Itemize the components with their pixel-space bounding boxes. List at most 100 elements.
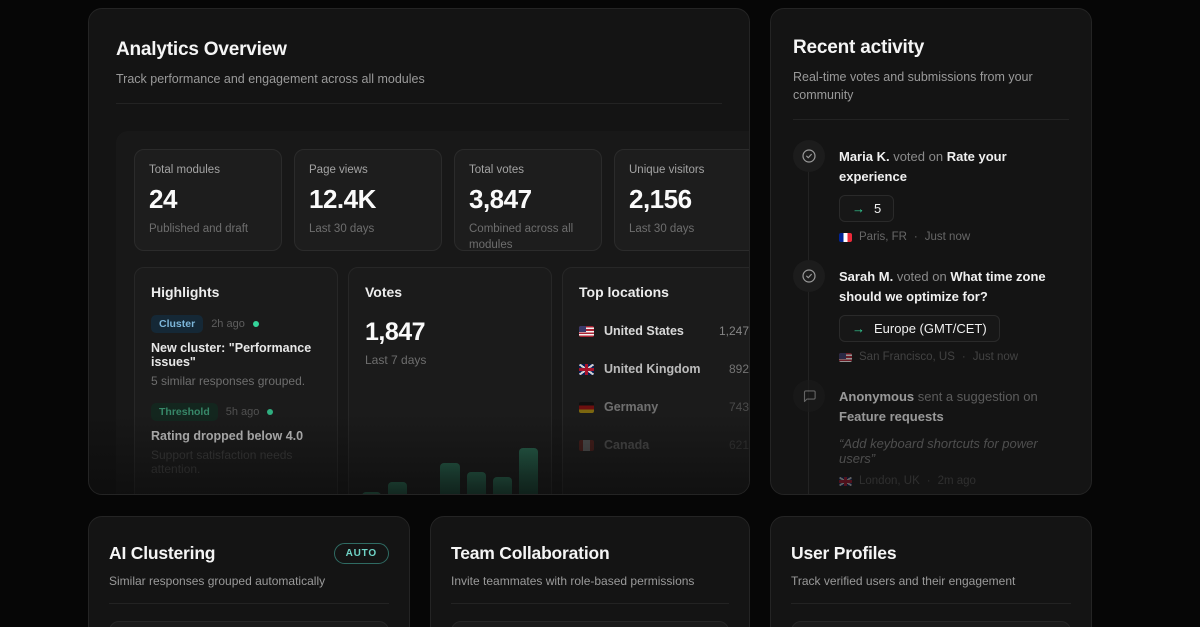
de-flag-icon [579,401,594,413]
check-circle-icon [793,260,825,293]
activity-item: Maria K. voted on Rate your experience →… [793,140,1069,243]
team-member-row[interactable]: sarah@company.com [452,622,728,627]
location-row: Canada 621 [579,438,749,452]
highlight-item: Cluster 2h ago New cluster: "Performance… [151,315,321,388]
activity-item: Anonymous sent a suggestion on Feature r… [793,380,1069,487]
vote-value: Europe (GMT/CET) [874,321,987,337]
activity-location: San Francisco, US [859,351,955,364]
stat-value: 12.4K [309,184,376,215]
location-name: United States [604,324,684,339]
vote-bar [492,476,512,494]
location-row: Germany 743 [579,400,749,414]
top-locations-card: Top locations United States 1,247 United… [562,267,749,494]
team-member-list: sarah@company.com [451,621,729,627]
meta-separator: · [913,231,918,244]
highlights-card: Highlights Cluster 2h ago New cluster: "… [134,267,338,494]
activity-meta: Paris, FR · Just now [839,231,1069,243]
stat-label: Total modules [149,164,220,177]
activity-target[interactable]: Rate your experience [839,149,1007,184]
votes-title: Votes [365,284,403,301]
activity-time: 2m ago [937,475,976,488]
vote-bar [362,492,382,494]
stat-caption: Combined across all modules [469,223,574,251]
highlight-title: New cluster: "Performance issues" [151,341,312,370]
activity-action: voted on [896,269,947,285]
divider [109,603,389,604]
us-flag-icon [579,325,594,337]
check-circle-icon [793,140,825,173]
stat-label: Page views [309,164,368,177]
activity-title: Recent activity [793,37,925,58]
vote-bar [388,482,408,494]
divider [791,603,1071,604]
ai-clustering-card: AI Clustering AUTO Similar responses gro… [88,516,410,627]
recent-activity-card: Recent activity Real-time votes and subm… [770,8,1092,495]
activity-actor: Maria K. [839,149,890,165]
activity-location: Paris, FR [859,231,907,244]
ca-flag-icon [579,439,594,451]
stat-caption: Last 30 days [629,223,695,236]
stat-card-total-votes: Total votes 3,847 Combined across all mo… [454,149,602,252]
divider [793,119,1069,121]
activity-actor: Sarah M. [839,269,894,285]
meta-separator: · [926,475,931,488]
location-value: 743 [728,400,749,415]
vote-bar [518,448,538,494]
threshold-badge: Threshold [151,403,218,422]
profiles-title: User Profiles [791,543,897,563]
stat-label: Total votes [469,164,524,177]
activity-feed: Maria K. voted on Rate your experience →… [793,140,1069,494]
vote-value: 5 [874,201,882,217]
location-name: Germany [604,400,659,415]
activity-actor: Anonymous [839,389,915,405]
vote-bar [440,462,460,494]
vote-value-box: → 5 [839,195,895,223]
cluster-badge: Cluster [151,315,204,334]
divider [451,603,729,604]
location-name: Canada [604,438,650,453]
stat-card-unique-visitors: Unique visitors 2,156 Last 30 days [614,149,749,252]
milestone-badge: Milestone [151,491,216,494]
us-flag-icon [839,352,852,362]
stat-label: Unique visitors [629,164,705,177]
activity-meta: San Francisco, US · Just now [839,351,1069,363]
highlight-time: 5h ago [225,406,260,419]
highlights-title: Highlights [151,284,220,301]
stat-card-page-views: Page views 12.4K Last 30 days [294,149,442,252]
chat-bubble-icon [793,380,825,413]
activity-meta: London, UK · 2m ago [839,475,1069,487]
analytics-panel: Total modules 24 Published and draft Pag… [116,131,749,494]
highlight-time: 2h ago [211,318,245,331]
location-row: United States 1,247 [579,324,749,338]
suggestion-quote: “Add keyboard shortcuts for power users” [839,436,1038,467]
activity-target[interactable]: What time zone should we optimize for? [839,269,1046,304]
votes-card: Votes 1,847 Last 7 days [348,267,552,494]
arrow-right-icon: → [852,201,865,217]
ai-clustering-inner-panel [109,621,389,627]
highlight-desc: 5 similar responses grouped. [151,374,306,389]
analytics-row2: Highlights Cluster 2h ago New cluster: "… [134,267,749,494]
activity-target[interactable]: Feature requests [839,408,944,424]
location-value: 892 [728,362,749,377]
analytics-overview-card: Analytics Overview Track performance and… [88,8,750,495]
vote-value-box: → Europe (GMT/CET) [839,315,1000,343]
stat-caption: Last 30 days [309,223,375,236]
locations-title: Top locations [579,284,669,301]
gb-flag-icon [579,363,594,375]
stats-row: Total modules 24 Published and draft Pag… [134,149,749,252]
team-title: Team Collaboration [451,543,610,563]
stat-caption: Published and draft [149,223,249,236]
highlight-item: Milestone "Dark mode" hit 50 votes [151,491,321,494]
team-subtitle: Invite teammates with role-based permiss… [451,574,695,588]
highlight-title: Rating dropped below 4.0 [151,429,304,444]
votes-value: 1,847 [365,318,426,347]
analytics-title: Analytics Overview [116,39,287,60]
profiles-subtitle: Track verified users and their engagemen… [791,574,1016,588]
arrow-right-icon: → [852,321,865,337]
activity-location: London, UK [859,475,920,488]
location-value: 621 [728,438,749,453]
location-value: 1,247 [718,324,749,339]
activity-time: Just now [972,351,1019,364]
fr-flag-icon [839,232,852,242]
user-profiles-card: User Profiles Track verified users and t… [770,516,1092,627]
